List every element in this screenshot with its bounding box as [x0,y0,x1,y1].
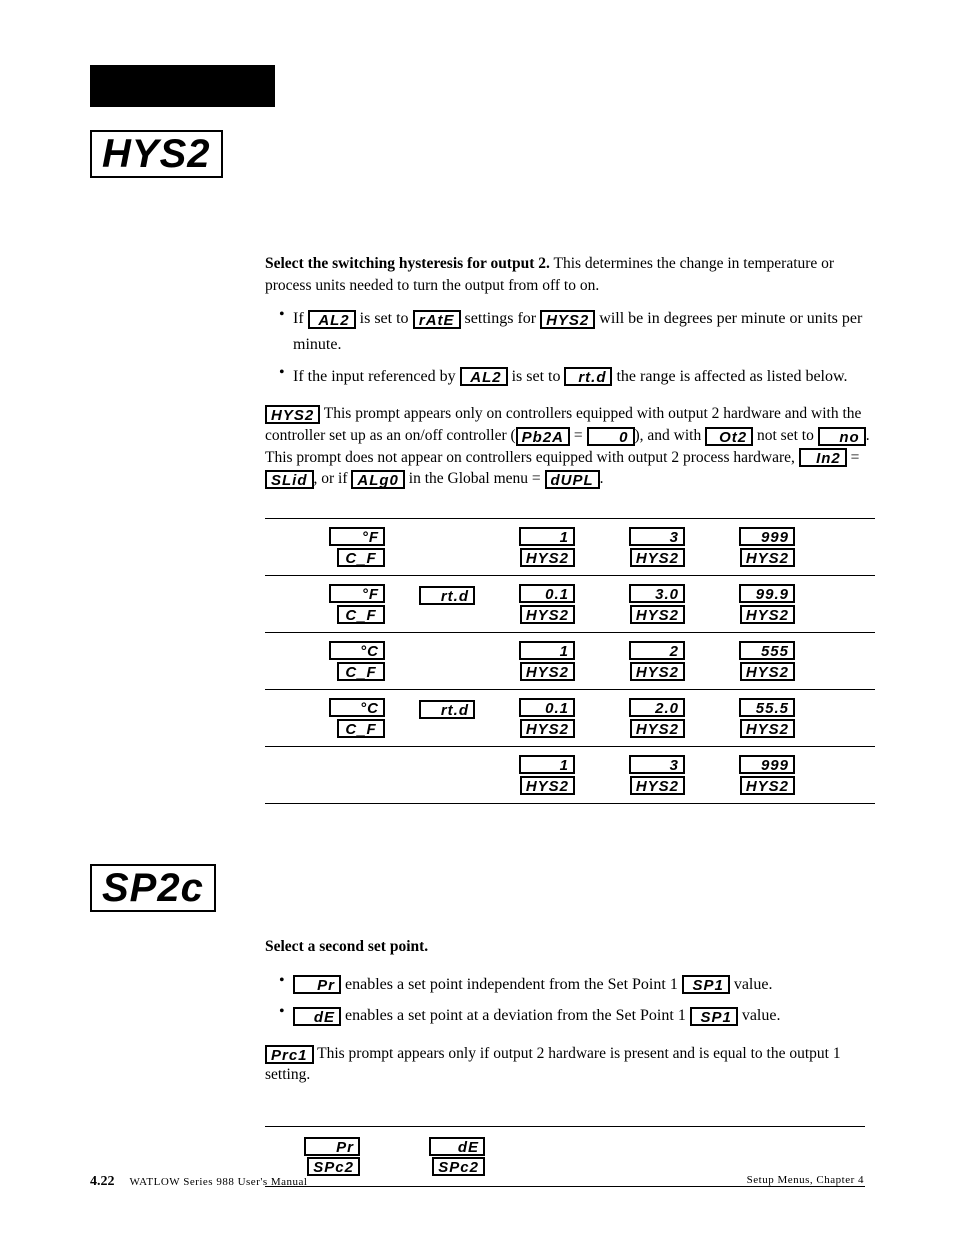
table-row: °FC_Frt.d0.1HYS23.0HYS299.9HYS2 [265,576,875,633]
hys2-bullet-list: • If AL2 is set to rAtE settings for HYS… [265,306,875,389]
table-row: °FC_F1HYS23HYS2999HYS2 [265,519,875,576]
sp2c-option-pr: Pr SPc2 [265,1137,360,1176]
table-row: °CC_Frt.d0.1HYS22.0HYS255.5HYS2 [265,690,875,747]
page-number: 4.22 [90,1174,115,1189]
table-row: °CC_F1HYS22HYS2555HYS2 [265,633,875,690]
sp2c-option-de: dE SPc2 [390,1137,485,1176]
sp2c-section: Select a second set point. • Pr enables … [265,936,865,1187]
sp2c-bullet-2: • dE enables a set point at a deviation … [279,1003,865,1029]
sp2c-bullet-1: • Pr enables a set point independent fro… [279,972,865,998]
hys2-intro: Select the switching hysteresis for outp… [265,253,875,296]
hys2-range-table: °FC_F1HYS23HYS2999HYS2°FC_Frt.d0.1HYS23.… [265,518,875,804]
page-footer: 4.22 WATLOW Series 988 User's Manual Set… [90,1174,864,1190]
manual-name: WATLOW Series 988 User's Manual [130,1176,308,1188]
hys2-bullet-2: • If the input referenced by AL2 is set … [279,364,875,390]
hys2-condition: HYS2 This prompt appears only on control… [265,403,875,490]
hys2-header-display: HYS2 [90,130,864,178]
header-black-bar [90,65,275,107]
chapter-name: Setup Menus, Chapter 4 [747,1174,864,1190]
sp2c-header-display: SP2c [90,864,864,912]
sp2c-heading: Select a second set point. [265,936,865,958]
sp2c-condition: Prc1 This prompt appears only if output … [265,1043,865,1086]
sp2c-bullet-list: • Pr enables a set point independent fro… [265,972,865,1029]
hys2-bullet-1: • If AL2 is set to rAtE settings for HYS… [279,306,875,357]
hys2-section: Select the switching hysteresis for outp… [265,253,875,804]
table-row: 1HYS23HYS2999HYS2 [265,747,875,803]
